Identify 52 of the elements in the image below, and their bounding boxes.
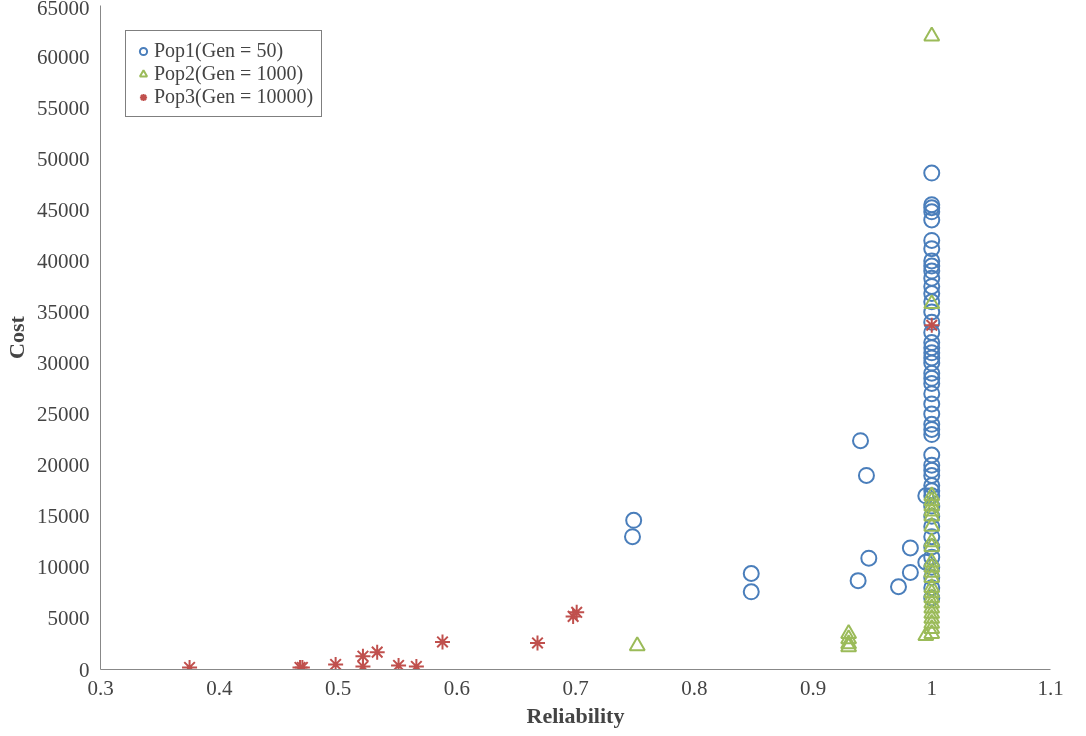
point	[840, 624, 858, 640]
x-tick-label: 1	[926, 675, 937, 700]
point	[923, 567, 941, 583]
y-tick-label: 0	[79, 657, 90, 682]
x-tick-label: 0.7	[562, 675, 589, 700]
x-tick-label: 1.1	[1037, 675, 1064, 700]
point	[390, 656, 408, 670]
y-tick-label: 50000	[37, 146, 90, 171]
point	[923, 593, 941, 609]
y-axis-title: Cost	[4, 315, 29, 359]
point	[923, 552, 941, 568]
y-tick-label: 55000	[37, 95, 90, 120]
y-tick-label: 10000	[37, 555, 90, 580]
point	[923, 603, 941, 619]
point	[923, 562, 941, 578]
legend-label: Pop1(Gen = 50)	[154, 39, 284, 62]
x-tick-label: 0.4	[206, 675, 233, 700]
point	[923, 583, 941, 599]
x-tick-label: 0.5	[324, 675, 352, 700]
x-tick-label: 0.3	[87, 675, 114, 700]
y-tick-label: 30000	[37, 351, 90, 376]
legend-label: Pop2(Gen = 1000)	[154, 62, 304, 85]
point	[923, 598, 941, 614]
point	[840, 629, 858, 645]
x-tick-label: 0.6	[443, 675, 470, 700]
point	[923, 613, 941, 629]
y-tick-label: 65000	[37, 0, 90, 20]
y-tick-label: 40000	[37, 248, 90, 273]
point	[368, 643, 386, 661]
y-tick-label: 20000	[37, 453, 90, 478]
point	[923, 501, 941, 517]
point	[923, 618, 941, 634]
y-tick-label: 45000	[37, 197, 90, 222]
point	[568, 603, 586, 621]
y-tick-label: 60000	[37, 44, 90, 69]
y-tick-label: 5000	[47, 606, 90, 631]
point	[923, 624, 941, 640]
point	[628, 636, 646, 652]
y-tick-label: 35000	[37, 299, 90, 324]
point	[917, 626, 935, 642]
y-tick-label: 25000	[37, 402, 90, 427]
point	[923, 26, 941, 42]
x-tick-label: 0.8	[681, 675, 708, 700]
x-axis-title: Reliability	[526, 702, 625, 728]
point	[923, 532, 941, 548]
point	[923, 608, 941, 624]
point	[327, 655, 345, 670]
point	[923, 491, 941, 507]
point	[564, 607, 582, 625]
y-tick-label: 15000	[37, 504, 90, 529]
legend-label: Pop3(Gen = 10000)	[154, 85, 314, 108]
x-tick-label: 0.9	[799, 675, 827, 700]
